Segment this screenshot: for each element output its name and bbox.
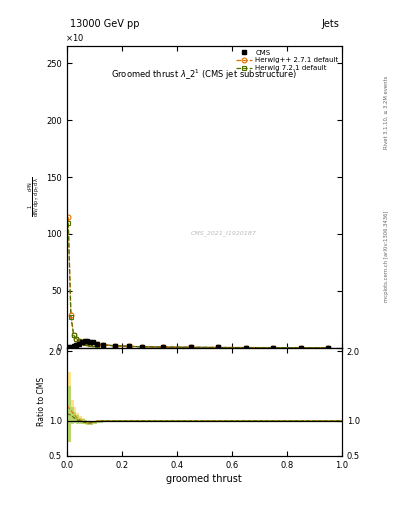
Bar xyxy=(74,412,77,423)
Bar xyxy=(85,420,88,424)
Bar xyxy=(82,419,85,424)
Bar xyxy=(191,420,218,421)
Bar xyxy=(129,419,143,422)
Bar xyxy=(93,421,97,424)
Bar xyxy=(97,420,103,423)
Bar xyxy=(328,420,342,421)
X-axis label: groomed thrust: groomed thrust xyxy=(167,474,242,484)
Bar xyxy=(246,420,273,421)
Bar xyxy=(87,421,90,425)
Bar xyxy=(115,420,129,422)
Bar xyxy=(77,415,79,424)
Bar xyxy=(67,386,68,442)
Bar xyxy=(85,420,88,425)
Bar xyxy=(79,418,82,424)
Bar xyxy=(79,416,82,423)
Bar xyxy=(191,420,218,422)
Bar xyxy=(163,420,191,422)
Text: 13000 GeV pp: 13000 GeV pp xyxy=(70,19,139,30)
Bar xyxy=(129,420,143,422)
Text: Groomed thrust $\lambda\_2^1$ (CMS jet substructure): Groomed thrust $\lambda\_2^1$ (CMS jet s… xyxy=(112,67,297,81)
Bar xyxy=(71,400,74,421)
Bar xyxy=(74,407,77,421)
Bar xyxy=(77,413,79,422)
Bar xyxy=(246,420,273,421)
Bar xyxy=(87,421,90,425)
Bar xyxy=(301,420,328,421)
Text: Rivet 3.1.10, ≥ 3.2M events: Rivet 3.1.10, ≥ 3.2M events xyxy=(384,76,389,150)
Bar xyxy=(97,419,103,422)
Bar xyxy=(163,420,191,422)
Bar xyxy=(93,421,97,424)
Text: mcplots.cern.ch [arXiv:1306.3436]: mcplots.cern.ch [arXiv:1306.3436] xyxy=(384,210,389,302)
Bar xyxy=(328,420,342,421)
Bar xyxy=(115,419,129,422)
Legend: CMS, Herwig++ 2.7.1 default, Herwig 7.2.1 default: CMS, Herwig++ 2.7.1 default, Herwig 7.2.… xyxy=(237,50,338,71)
Bar xyxy=(68,372,71,442)
Y-axis label: Ratio to CMS: Ratio to CMS xyxy=(37,377,46,426)
Y-axis label: $\mathregular{\frac{1}{\mathrm{d}N\,/\,\mathrm{d}\,p_T}\,\frac{\mathrm{d}^2N}{\m: $\mathregular{\frac{1}{\mathrm{d}N\,/\,\… xyxy=(27,177,43,217)
Bar xyxy=(90,421,93,425)
Text: Jets: Jets xyxy=(321,19,339,30)
Bar xyxy=(143,420,163,422)
Bar xyxy=(71,407,74,424)
Bar xyxy=(103,419,115,422)
Bar xyxy=(218,420,246,421)
Bar xyxy=(143,420,163,422)
Bar xyxy=(301,420,328,421)
Text: CMS_2021_I1920187: CMS_2021_I1920187 xyxy=(191,230,257,236)
Bar xyxy=(90,421,93,424)
Text: $\times 10$: $\times 10$ xyxy=(65,32,84,43)
Bar xyxy=(273,420,301,421)
Bar xyxy=(218,420,246,421)
Bar xyxy=(273,420,301,421)
Bar xyxy=(82,418,85,424)
Bar xyxy=(67,372,68,442)
Bar xyxy=(68,386,71,442)
Bar xyxy=(103,420,115,422)
